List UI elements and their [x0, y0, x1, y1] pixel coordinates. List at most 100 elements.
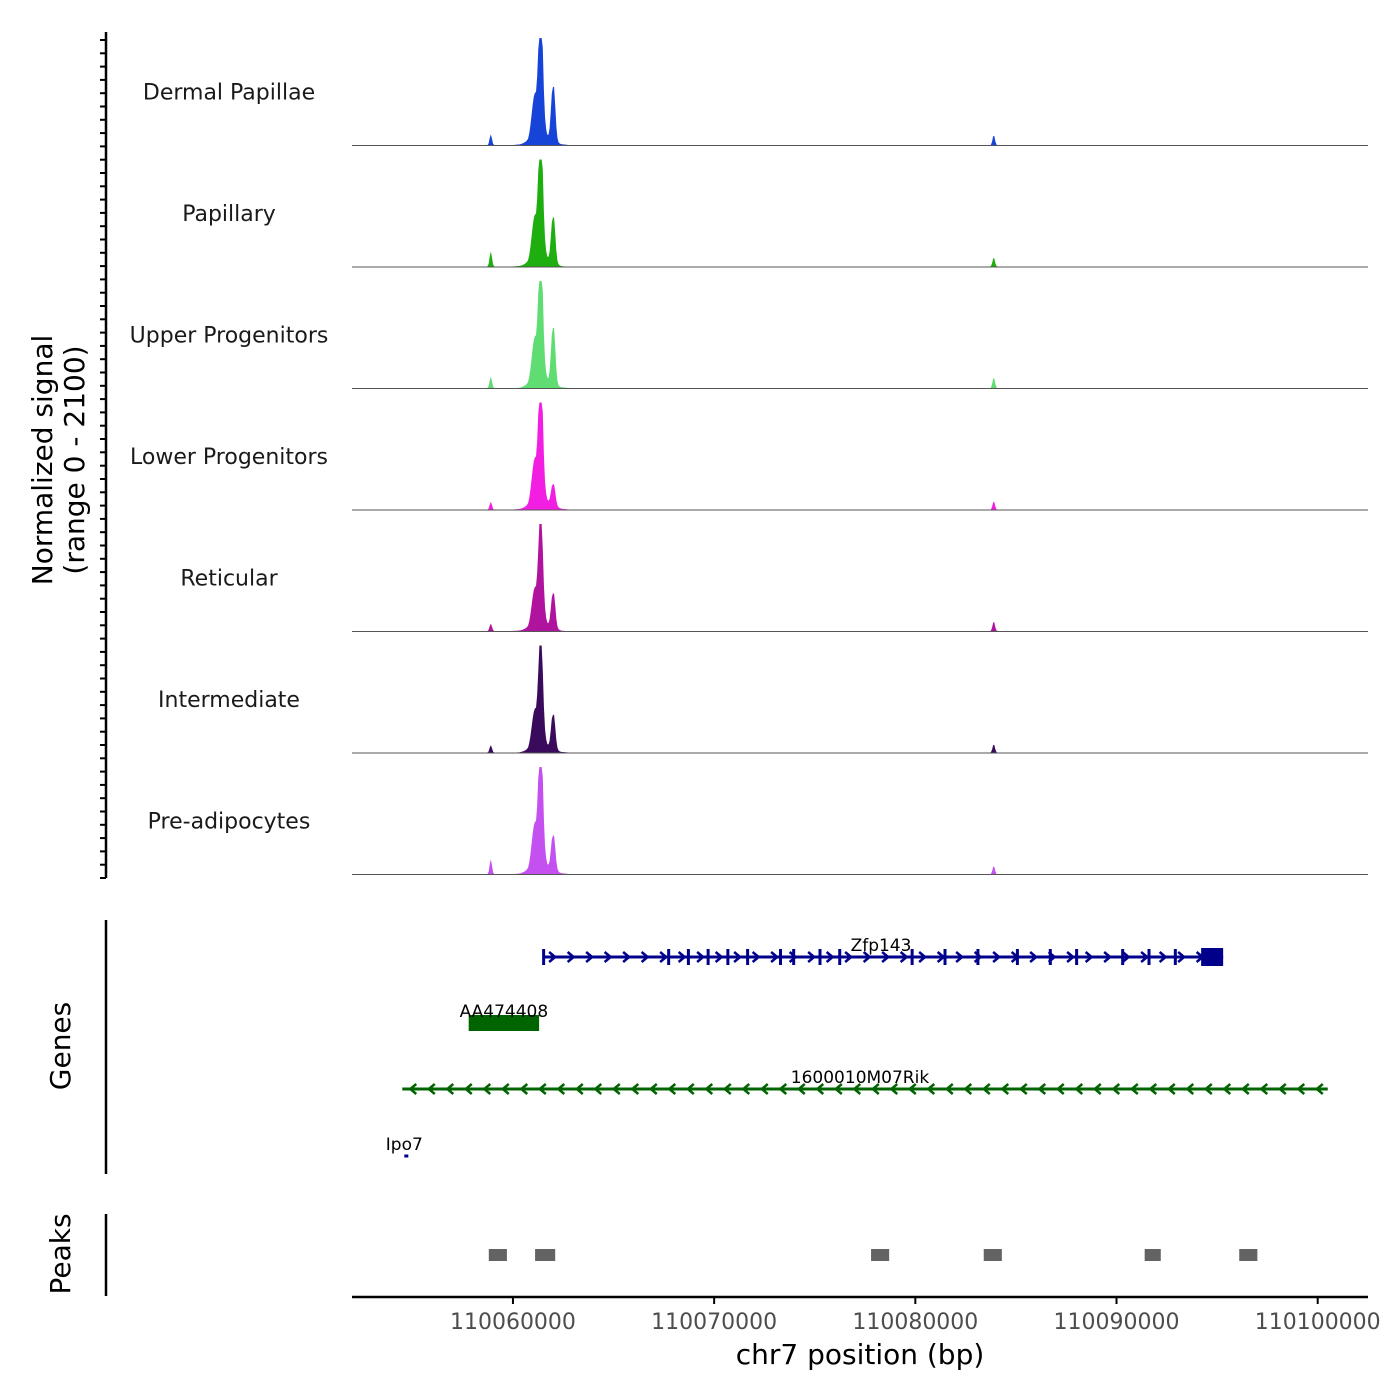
gene-exon [686, 949, 690, 965]
gene-strand-arrow [1018, 1083, 1028, 1095]
gene-strand-arrow [1103, 951, 1113, 963]
gene-strand-arrow [603, 951, 613, 963]
gene-strand-arrow [1240, 1083, 1250, 1095]
x-axis: 110060000 110070000 110080000 110090000 1101… [352, 1295, 1381, 1335]
coverage-area [352, 645, 1368, 753]
gene-label: Zfp143 [851, 936, 912, 956]
coverage-area [352, 38, 1368, 146]
gene-strand-arrow [640, 951, 650, 963]
gene-strand-arrow [1074, 1083, 1084, 1095]
gene-exon [1147, 949, 1151, 965]
gene-strand-arrow [770, 951, 780, 963]
gene-strand-arrow [833, 1083, 843, 1095]
gene-exon [792, 949, 796, 965]
gene-strand-arrow [574, 1083, 584, 1095]
gene-strand-arrow [685, 1083, 695, 1095]
gene-strand-arrow [1140, 951, 1150, 963]
gene-strand-arrow [1000, 1083, 1010, 1095]
gene-strand-arrow [696, 951, 706, 963]
gene-strand-arrow [463, 1083, 473, 1095]
gene-strand-arrow [815, 1083, 825, 1095]
gene-exon [943, 949, 947, 965]
coverage-panel: Dermal Papillae Papillary Upper Progenitor… [100, 32, 1368, 879]
gene-exon [910, 949, 914, 965]
coverage-track-label: Lower Progenitors [130, 445, 328, 470]
gene-strand-arrow [1166, 1083, 1176, 1095]
peak-region [1239, 1249, 1258, 1261]
coverage-track-label: Dermal Papillae [143, 81, 315, 106]
gene-strand-arrow [899, 951, 909, 963]
peaks-axis-label: Peaks [44, 1213, 77, 1294]
gene-strand-arrow [593, 1083, 603, 1095]
genes-panel: Zfp143 AA474408 1600010M07Rik Ipo7 [104, 920, 1328, 1174]
gene-ipo7: Ipo7 [386, 1135, 423, 1158]
coverage-track-label: Intermediate [158, 688, 300, 713]
gene-strand-arrow [1177, 951, 1187, 963]
gene-strand-arrow [759, 1083, 769, 1095]
gene-label: Ipo7 [386, 1135, 423, 1155]
peak-region [535, 1249, 556, 1261]
gene-strand-arrow [1111, 1083, 1121, 1095]
gene-strand-arrow [714, 951, 724, 963]
x-tick-label: 110060000 [450, 1310, 576, 1335]
gene-strand-arrow [1277, 1083, 1287, 1095]
gene-exon [746, 949, 750, 965]
genes-axis-label: Genes [44, 1002, 77, 1090]
gene-exon [1048, 949, 1052, 965]
gene-strand-arrow [667, 1083, 677, 1095]
peak-region [488, 1249, 507, 1261]
coverage-track-label: Pre-adipocytes [148, 810, 311, 835]
gene-strand-arrow [981, 1083, 991, 1095]
gene-strand-arrow [751, 951, 761, 963]
gene-exon [976, 949, 980, 965]
gene-strand-arrow [881, 951, 891, 963]
gene-strand-arrow [918, 951, 928, 963]
x-tick-label: 110070000 [651, 1310, 777, 1335]
gene-strand-arrow [611, 1083, 621, 1095]
gene-strand-arrow [1084, 951, 1094, 963]
gene-exon [838, 949, 842, 965]
gene-exon [779, 949, 783, 965]
gene-strand-arrow [955, 951, 965, 963]
gene-strand-arrow [1314, 1083, 1324, 1095]
peak-region [871, 1249, 890, 1261]
gene-strand-arrow [1296, 1083, 1306, 1095]
gene-strand-arrow [722, 1083, 732, 1095]
gene-strand-arrow [844, 951, 854, 963]
gene-strand-arrow [1158, 951, 1168, 963]
gene-strand-arrow [556, 1083, 566, 1095]
coverage-track-reticular: Reticular [180, 524, 1368, 632]
gene-strand-arrow [1259, 1083, 1269, 1095]
gene-exon [468, 1015, 540, 1031]
gene-strand-arrow [1029, 951, 1039, 963]
gene-strand-arrow [852, 1083, 862, 1095]
gene-strand-arrow [548, 951, 558, 963]
gene-strand-arrow [926, 1083, 936, 1095]
gene-strand-arrow [1203, 1083, 1213, 1095]
x-tick-label: 110100000 [1255, 1310, 1381, 1335]
coverage-area [352, 281, 1368, 389]
gene-strand-arrow [659, 951, 669, 963]
gene-strand-arrow [944, 1083, 954, 1095]
gene-strand-arrow [585, 951, 595, 963]
gene-strand-arrow [788, 951, 798, 963]
gene-strand-arrow [1222, 1083, 1232, 1095]
gene-strand-arrow [1092, 1083, 1102, 1095]
gene-strand-arrow [870, 1083, 880, 1095]
gene-strand-arrow [992, 951, 1002, 963]
gene-exon [1121, 949, 1125, 965]
gene-strand-arrow [741, 1083, 751, 1095]
gene-exon [1075, 949, 1079, 965]
gene-strand-arrow [963, 1083, 973, 1095]
gene-exon [1015, 949, 1019, 965]
gene-exon [726, 949, 730, 965]
y-axis-label-line1: Normalized signal [26, 335, 59, 586]
coverage-area [352, 159, 1368, 267]
y-axis-label-line2: (range 0 - 2100) [58, 345, 91, 574]
gene-strand-arrow [796, 1083, 806, 1095]
coverage-area [352, 767, 1368, 875]
gene-aa474408: AA474408 [460, 1002, 548, 1031]
gene-strand-arrow [648, 1083, 658, 1095]
peaks-panel [104, 1214, 1258, 1296]
